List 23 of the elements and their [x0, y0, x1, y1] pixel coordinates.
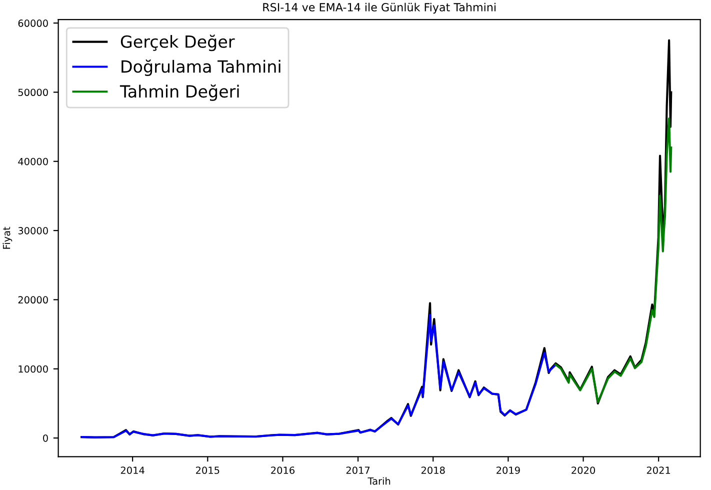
x-tick-label: 2019: [496, 466, 520, 474]
y-tick-label: 30000: [18, 227, 48, 234]
y-tick-label: 50000: [18, 88, 48, 96]
legend-label: Doğrulama Tahmini: [122, 59, 280, 76]
y-tick-label: 40000: [18, 158, 48, 166]
x-tick-label: 2014: [120, 466, 144, 474]
x-tick-label: 2021: [646, 466, 670, 474]
y-tick-label: 20000: [18, 296, 48, 304]
y-tick-label: 0: [43, 434, 48, 442]
legend-label: Tahmin Değeri: [120, 84, 239, 101]
y-tick-label: 60000: [18, 20, 48, 27]
legend-label: Gerçek Değer: [120, 34, 235, 52]
x-tick-label: 2018: [421, 466, 445, 474]
x-axis-title: Tarih: [368, 477, 390, 485]
line-series: [80, 314, 557, 438]
x-tick-label: 2016: [271, 466, 294, 474]
x-tick-label: 2020: [572, 466, 596, 474]
y-axis-title: Fiyat: [2, 226, 12, 249]
x-tick-label: 2015: [196, 466, 220, 474]
line-series: [554, 117, 672, 404]
x-tick-label: 2017: [346, 466, 370, 474]
chart-title: RSI-14 ve EMA-14 ile Günlük Fiyat Tahmini: [263, 2, 496, 14]
y-tick-label: 10000: [18, 365, 48, 373]
